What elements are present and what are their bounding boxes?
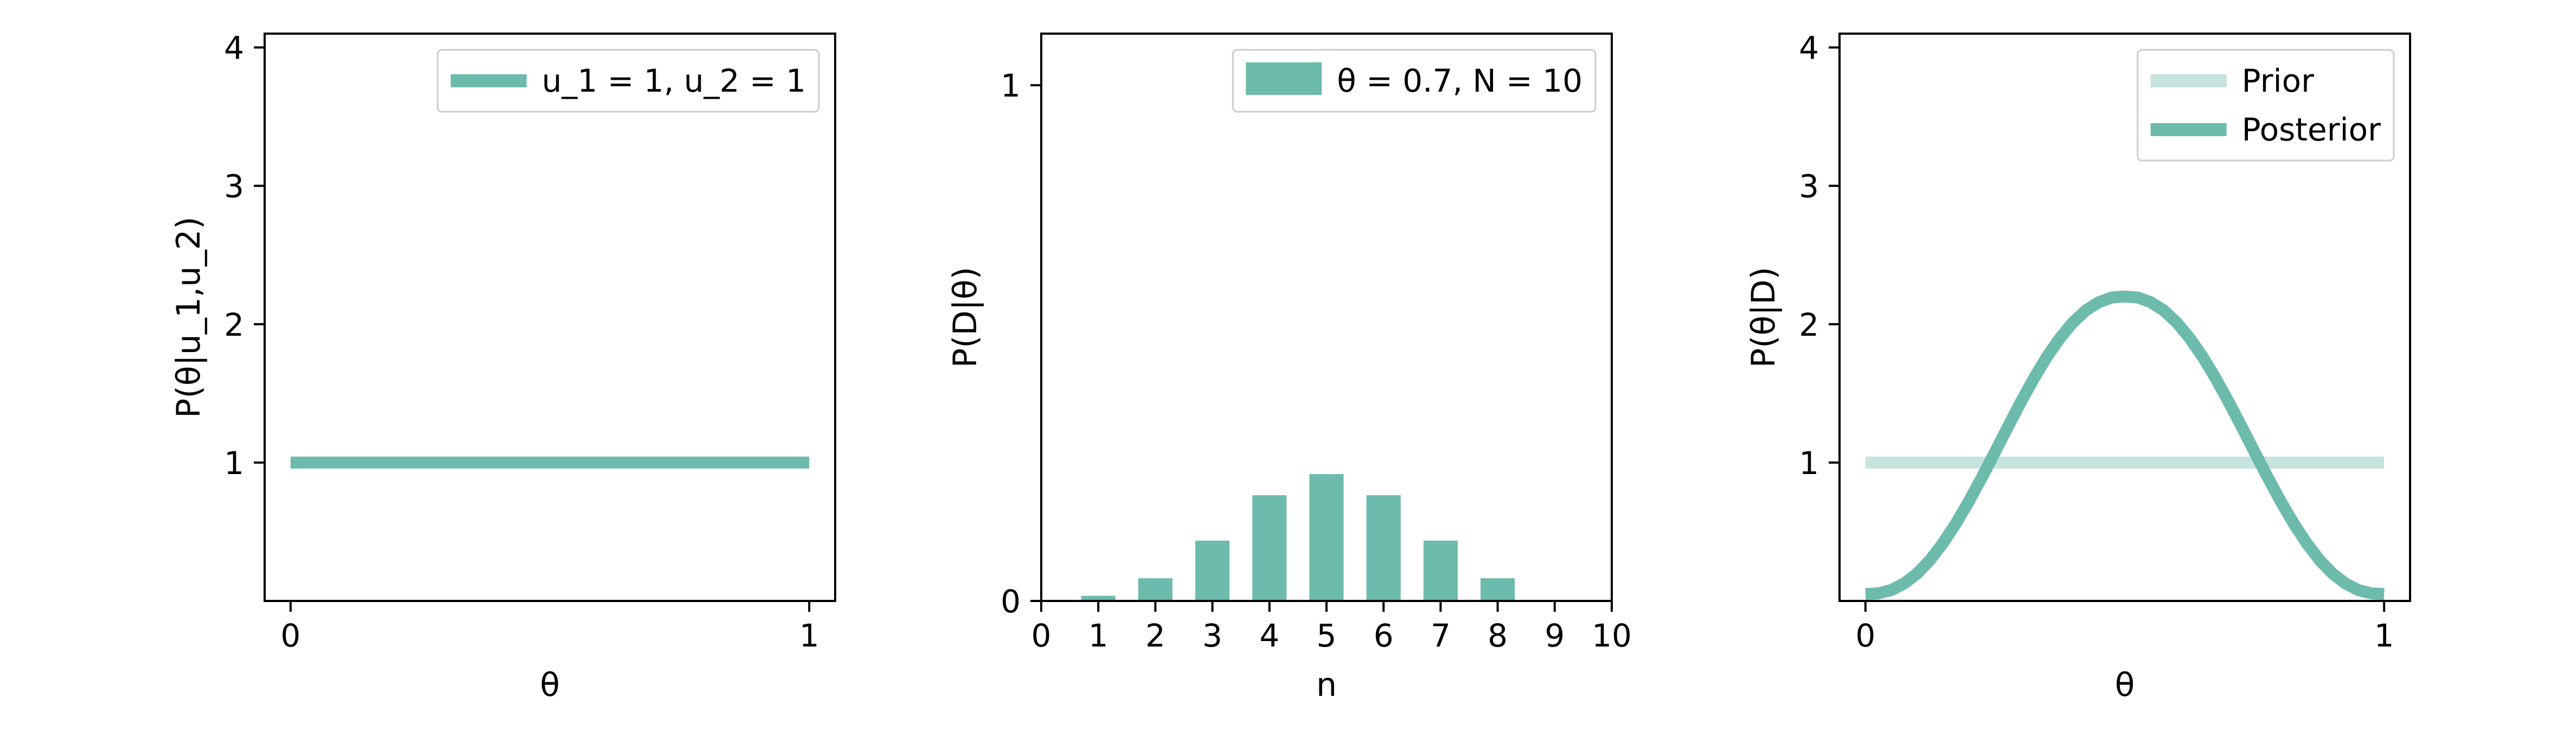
x-tick-label: 0 — [1855, 617, 1875, 654]
x-tick-label: 5 — [1317, 617, 1337, 654]
x-tick-label: 6 — [1374, 617, 1394, 654]
y-tick-label: 1 — [1799, 445, 1819, 482]
legend-entry: Prior — [2242, 62, 2314, 99]
x-axis-label: n — [1316, 666, 1337, 704]
x-tick-label: 8 — [1488, 617, 1508, 654]
y-tick-label: 3 — [224, 168, 244, 205]
x-tick-label: 1 — [799, 617, 819, 654]
plot-area — [1865, 290, 2385, 600]
y-axis-label: P(θ|D) — [1745, 267, 1783, 368]
y-tick-label: 0 — [1001, 583, 1021, 620]
y-tick-label: 3 — [1799, 168, 1819, 205]
x-tick-label: 10 — [1592, 617, 1632, 654]
y-tick-label: 4 — [1799, 30, 1819, 67]
y-tick-label: 4 — [224, 30, 244, 67]
x-axis-label: θ — [540, 666, 560, 704]
y-axis-label: P(θ|u_1,u_2) — [170, 216, 208, 418]
x-tick-label: 1 — [2374, 617, 2394, 654]
legend-frame — [437, 49, 820, 113]
x-tick-label: 0 — [280, 617, 300, 654]
y-tick-label: 2 — [224, 306, 244, 343]
legend: u_1 = 1, u_2 = 1 — [437, 49, 820, 113]
x-tick-label: 9 — [1545, 617, 1565, 654]
series-line-2 — [1865, 290, 2385, 600]
legend-entry: u_1 = 1, u_2 = 1 — [542, 62, 806, 99]
legend-entry: Posterior — [2242, 111, 2381, 148]
x-tick-label: 0 — [1031, 617, 1052, 654]
legend: θ = 0.7, N = 10 — [1232, 49, 1597, 113]
y-tick-label: 1 — [1001, 67, 1021, 104]
x-tick-label: 2 — [1145, 617, 1165, 654]
x-axis-label: θ — [2115, 666, 2135, 704]
bar-n-7 — [1423, 540, 1458, 601]
bar-n-1 — [1081, 596, 1116, 601]
y-tick-label: 2 — [1799, 306, 1819, 343]
plot-area — [1041, 474, 1515, 601]
bar-n-2 — [1138, 578, 1172, 601]
bar-n-5 — [1309, 474, 1344, 601]
x-tick-label: 1 — [1088, 617, 1108, 654]
axes-frame — [1838, 33, 2411, 602]
bar-n-6 — [1366, 495, 1401, 601]
legend-frame — [1232, 49, 1597, 113]
x-tick-label: 4 — [1259, 617, 1279, 654]
y-axis-label: P(D|θ) — [946, 267, 984, 368]
y-tick-label: 1 — [224, 445, 244, 482]
panel-posterior: 0 1 1 2 3 4 θ P(θ|D) Prior Posterior — [1745, 30, 2411, 704]
legend: Prior Posterior — [2137, 49, 2395, 162]
bar-n-3 — [1195, 540, 1230, 601]
bar-n-8 — [1481, 578, 1515, 601]
x-tick-label: 7 — [1431, 617, 1451, 654]
bar-n-4 — [1252, 495, 1287, 601]
legend-swatch — [1246, 62, 1322, 95]
panel-beta-prior: 0 1 1 2 3 4 θ P(θ|u_1,u_2) u_1 = 1, u_2 = 1 — [170, 30, 836, 704]
x-tick-label: 3 — [1202, 617, 1222, 654]
legend-entry: θ = 0.7, N = 10 — [1337, 62, 1582, 99]
axes-frame — [264, 33, 836, 602]
